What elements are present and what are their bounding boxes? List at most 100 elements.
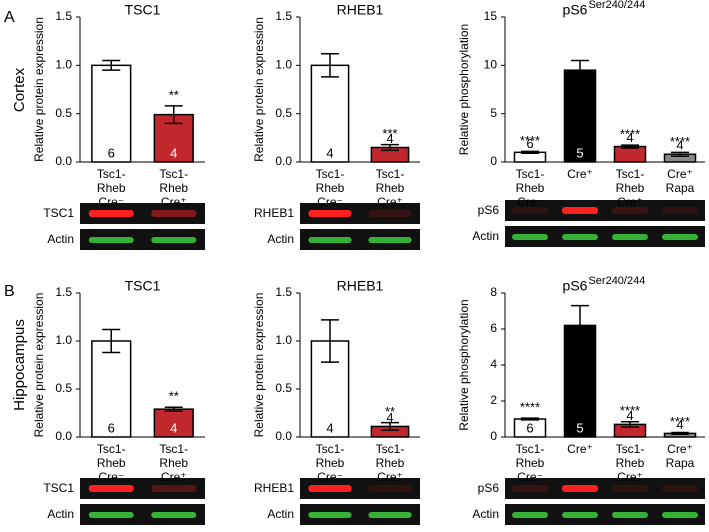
x-tick-label-box: Tsc1-Rheb Cre⁺	[143, 442, 206, 484]
blot-band	[512, 512, 548, 518]
x-tick-label: Tsc1-Rheb Cre⁻	[96, 442, 126, 484]
bar	[153, 408, 194, 438]
blot-band	[562, 207, 598, 214]
blot-label: Actin	[47, 232, 74, 246]
y-axis-label: Relative protein expression	[32, 17, 46, 162]
x-tick-label: Tsc1-Rheb Cre⁺	[159, 442, 189, 484]
sample-size: 4	[326, 420, 333, 435]
y-tick-label: 1.5	[55, 9, 72, 23]
x-tick-label-box: Tsc1-Rheb Cre⁺	[605, 167, 655, 209]
sample-size: 4	[386, 131, 393, 146]
y-axis-label: Relative protein expression	[252, 17, 266, 162]
blot-band	[368, 210, 412, 217]
x-tick-label: Tsc1-Rheb Cre⁺	[375, 167, 405, 209]
significance: **	[169, 87, 179, 102]
bar	[563, 69, 597, 163]
blot-band	[612, 207, 648, 214]
blot-label: pS6	[478, 203, 500, 217]
sample-size: 4	[626, 408, 633, 423]
region-label: Cortex	[11, 67, 28, 112]
bar	[613, 145, 647, 163]
blot-band	[368, 485, 412, 492]
x-tick-label: Tsc1-Rheb Cre⁺	[375, 442, 405, 484]
blot-image	[505, 226, 705, 247]
x-tick-label-box: Cre⁺	[555, 442, 605, 456]
blot-band	[88, 485, 134, 492]
blot-band	[308, 237, 352, 243]
blot-band	[662, 234, 698, 240]
y-tick-label: 1.0	[55, 58, 72, 72]
blot-band	[368, 512, 412, 518]
y-tick-label: 0.0	[55, 429, 72, 443]
sample-size: 5	[576, 420, 583, 435]
blot-band	[612, 485, 648, 492]
y-tick-label: 0.5	[55, 381, 72, 395]
chart-title: pS6	[563, 2, 588, 18]
blot-label: RHEB1	[254, 206, 294, 220]
x-tick-label: Cre⁺ Rapa	[665, 442, 695, 470]
blot-image	[300, 504, 420, 525]
x-tick-label-box: Tsc1-Rheb Cre⁺	[605, 442, 655, 484]
blot-band	[151, 210, 197, 217]
blot-band	[308, 485, 352, 492]
y-axis-label: Relative phosphorylation	[457, 24, 471, 155]
x-tick-label-box: Tsc1-Rheb Cre⁺	[143, 167, 206, 209]
y-tick-label: 0.0	[275, 154, 292, 168]
chart-title: TSC1	[125, 2, 161, 18]
x-tick-label-box: Tsc1-Rheb Cre⁻	[505, 167, 555, 209]
y-axis-label: Relative protein expression	[252, 293, 266, 438]
blot-image	[505, 200, 705, 221]
y-tick-label: 1.5	[275, 9, 292, 23]
significance: ****	[620, 403, 640, 418]
blot-band	[151, 512, 197, 518]
x-tick-label: Tsc1-Rheb Cre⁻	[515, 442, 545, 484]
blot-label: Actin	[472, 229, 499, 243]
region-label: Hippocampus	[11, 319, 28, 411]
x-tick-label-box: Cre⁺	[555, 167, 605, 181]
blot-band	[151, 485, 197, 492]
blot-band	[662, 207, 698, 214]
y-tick-label: 0.5	[275, 106, 292, 120]
blot-band	[151, 237, 197, 243]
sample-size: 4	[170, 420, 177, 435]
sample-size: 6	[526, 136, 533, 151]
sample-size: 4	[676, 417, 683, 432]
blot-label: Actin	[47, 507, 74, 521]
x-tick-label-box: Tsc1-Rheb Cre⁺	[360, 167, 420, 209]
sample-size: 6	[108, 145, 115, 160]
significance: ****	[520, 133, 540, 148]
y-tick-label: 0.5	[275, 381, 292, 395]
bar	[310, 64, 350, 163]
x-tick-label-box: Tsc1-Rheb Cre⁻	[300, 442, 360, 484]
y-tick-label: 0.0	[275, 429, 292, 443]
significance: ****	[670, 134, 690, 149]
blot-band	[512, 207, 548, 214]
blot-image	[300, 203, 420, 224]
chart-title: pS6	[563, 278, 588, 294]
blot-image	[80, 504, 205, 525]
y-tick-label: 8	[490, 285, 497, 299]
x-tick-label: Cre⁺	[567, 442, 593, 456]
blot-label: Actin	[267, 232, 294, 246]
panel-label: B	[4, 283, 15, 300]
blot-image	[300, 478, 420, 499]
y-tick-label: 4	[490, 357, 497, 371]
chart-title-superscript: Ser240/244	[588, 0, 645, 11]
blot-band	[368, 237, 412, 243]
y-tick-label: 1.5	[275, 285, 292, 299]
panel-label: A	[4, 9, 15, 26]
significance: ****	[520, 400, 540, 415]
x-tick-label: Cre⁺	[567, 167, 593, 181]
sample-size: 6	[108, 420, 115, 435]
blot-label: RHEB1	[254, 481, 294, 495]
y-tick-label: 1.5	[55, 285, 72, 299]
significance: **	[385, 404, 395, 419]
x-tick-label: Cre⁺ Rapa	[665, 167, 695, 195]
sample-size: 4	[386, 410, 393, 425]
y-tick-label: 1.0	[275, 333, 292, 347]
x-tick-label: Tsc1-Rheb Cre⁻	[315, 167, 345, 209]
blot-band	[562, 485, 598, 492]
blot-band	[308, 210, 352, 217]
blot-band	[88, 210, 134, 217]
blot-band	[88, 237, 134, 243]
